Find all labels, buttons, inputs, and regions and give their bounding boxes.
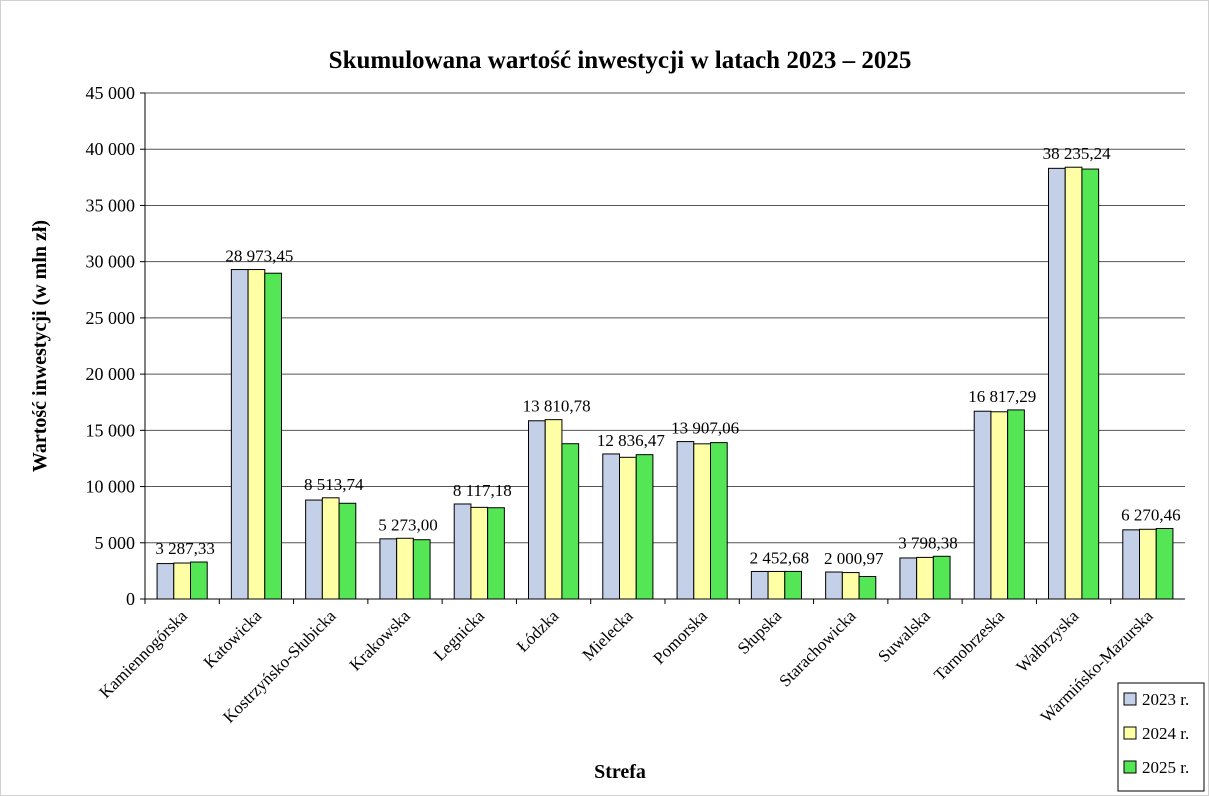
bar: [379, 538, 398, 600]
y-tick-label: 15 000: [86, 420, 136, 440]
bar: [1007, 409, 1025, 600]
bar: [247, 269, 266, 600]
data-label: 5 273,00: [378, 515, 438, 534]
legend-label: 2023 r.: [1142, 690, 1189, 709]
legend-swatch: [1123, 760, 1137, 774]
bar: [1122, 529, 1141, 600]
bar: [676, 441, 695, 600]
data-label: 13 907,06: [671, 419, 739, 438]
data-label: 12 836,47: [597, 431, 666, 450]
bar: [1048, 167, 1066, 600]
data-label: 38 235,24: [1043, 144, 1112, 163]
bar: [173, 562, 192, 600]
y-tick-label: 25 000: [86, 308, 136, 328]
bar: [561, 443, 580, 600]
bar: [528, 420, 546, 600]
bar: [602, 453, 620, 600]
bar: [619, 456, 637, 600]
y-axis-label: Wartość inwestycji (w mln zł): [29, 220, 51, 472]
data-label: 2 000,97: [824, 549, 884, 568]
y-tick-label: 35 000: [86, 195, 136, 215]
data-label: 16 817,29: [968, 387, 1036, 406]
data-label: 28 973,45: [225, 247, 293, 266]
chart-title: Skumulowana wartość inwestycji w latach …: [329, 47, 912, 74]
bar: [784, 570, 802, 600]
data-label: 13 810,78: [523, 397, 591, 416]
bar: [230, 269, 249, 600]
bar: [710, 442, 728, 600]
bar: [1064, 166, 1083, 600]
x-axis-label: Strefa: [594, 761, 646, 783]
bar: [932, 555, 951, 600]
bar: [635, 454, 654, 600]
bar: [190, 561, 208, 600]
bar: [750, 570, 769, 600]
bar: [1081, 168, 1100, 600]
data-label: 3 287,33: [155, 539, 215, 558]
bar: [338, 502, 357, 600]
bar: [412, 539, 431, 600]
bar: [487, 507, 505, 600]
y-tick-label: 45 000: [86, 83, 136, 103]
bar: [544, 419, 563, 600]
y-tick-label: 40 000: [86, 139, 136, 159]
legend-label: 2024 r.: [1142, 724, 1189, 743]
legend-swatch: [1123, 726, 1137, 740]
bar: [396, 537, 414, 600]
data-label: 8 513,74: [304, 475, 364, 494]
data-label: 2 452,68: [750, 548, 810, 567]
legend-label: 2025 r.: [1142, 758, 1189, 777]
y-tick-label: 20 000: [86, 364, 136, 384]
bar: [693, 443, 711, 600]
bar: [825, 571, 843, 600]
bar: [841, 572, 860, 600]
bar: [990, 411, 1009, 600]
y-tick-label: 30 000: [86, 252, 136, 272]
data-label: 3 798,38: [898, 533, 958, 552]
bar: [973, 410, 992, 600]
bar: [156, 563, 175, 600]
bar: [1155, 527, 1174, 600]
bar: [321, 497, 340, 600]
y-tick-label: 0: [126, 589, 135, 609]
legend-swatch: [1123, 692, 1137, 706]
bar: [899, 557, 918, 600]
data-label: 6 270,46: [1121, 505, 1181, 524]
y-tick-label: 5 000: [95, 533, 136, 553]
data-label: 8 117,18: [453, 481, 512, 500]
bar: [916, 556, 934, 600]
bar: [858, 576, 877, 600]
bar: [1139, 528, 1157, 600]
bar: [470, 506, 489, 600]
bar: [305, 499, 323, 600]
y-tick-label: 10 000: [86, 477, 136, 497]
bar: [264, 272, 282, 600]
bar: [767, 570, 786, 600]
bar: [453, 503, 472, 600]
